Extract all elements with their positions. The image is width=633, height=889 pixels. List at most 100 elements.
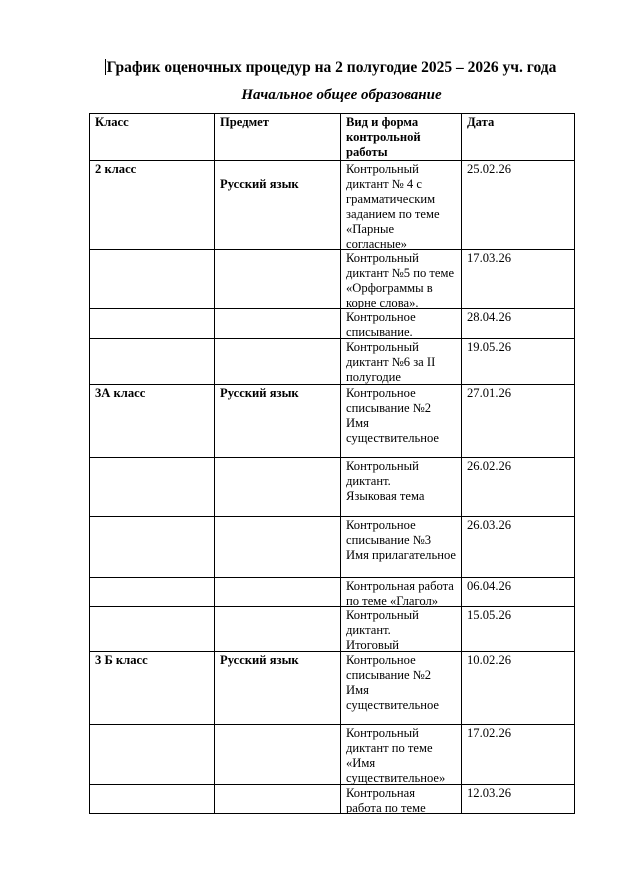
class-cell	[89, 606, 215, 652]
work-line: корне слова».	[346, 296, 419, 308]
work-line: диктант №5 по теме	[346, 266, 455, 280]
subject-cell: Русский язык	[214, 160, 341, 250]
date-cell: 19.05.26	[461, 338, 575, 385]
date-cell: 28.04.26	[461, 308, 575, 339]
work-line: заданием по теме	[346, 207, 440, 221]
header-work-line: контрольной	[346, 130, 421, 144]
document-subtitle: Начальное общее образование	[241, 87, 442, 103]
date-cell: 25.02.26	[461, 160, 575, 250]
work-line: существительное	[346, 698, 440, 712]
work-line: диктант.	[346, 623, 391, 637]
table-row: 3А класс Русский язык Контрольное списывани…	[89, 384, 575, 458]
date-cell: 12.03.26	[461, 784, 575, 814]
date-cell: 17.02.26	[461, 724, 575, 785]
work-line: диктант по теме	[346, 741, 433, 755]
table-row: Контрольное списывание. 28.04.26	[89, 308, 575, 339]
work-cell: Контрольное списывание №2 Имя существительн…	[340, 651, 462, 725]
subject-cell	[214, 577, 341, 607]
class-cell	[89, 784, 215, 814]
work-line: согласные»	[346, 237, 407, 249]
table-row: Контрольный диктант. Итоговый 15.05.26	[89, 606, 575, 652]
work-line: Итоговый	[346, 638, 400, 651]
work-line: Контрольное	[346, 518, 416, 532]
header-work-line: Вид и форма	[346, 115, 419, 129]
table-row: 3 Б класс Русский язык Контрольное списыван…	[89, 651, 575, 725]
class-cell	[89, 457, 215, 517]
class-cell: 3А класс	[89, 384, 215, 458]
work-cell: Контрольная работа по теме	[340, 784, 462, 814]
date-cell: 17.03.26	[461, 249, 575, 309]
work-line: Контрольный	[346, 459, 419, 473]
work-cell: Контрольный диктант № 4 с грамматическим за…	[340, 160, 462, 250]
work-line: Имя прилагательное	[346, 548, 456, 562]
subject-text: Русский язык	[220, 177, 299, 191]
work-line: списывание №3	[346, 533, 432, 547]
table-row: 2 класс Русский язык Контрольный диктант № …	[89, 160, 575, 250]
work-line: Контрольный	[346, 340, 419, 354]
work-line: диктант № 4 с	[346, 177, 422, 191]
subject-cell	[214, 249, 341, 309]
work-line: Имя	[346, 683, 369, 697]
subject-cell: Русский язык	[214, 384, 341, 458]
work-cell: Контрольное списывание №2 Имя существительн…	[340, 384, 462, 458]
work-line: существительное	[346, 431, 440, 445]
work-line: Контрольное	[346, 653, 416, 667]
class-cell	[89, 577, 215, 607]
work-line: грамматическим	[346, 192, 436, 206]
work-cell: Контрольное списывание.	[340, 308, 462, 339]
work-line: Языковая тема	[346, 489, 425, 503]
work-line: Контрольная	[346, 786, 416, 800]
schedule-table: Класс Предмет Вид и форма контрольной ра…	[89, 113, 575, 814]
class-cell	[89, 516, 215, 578]
work-line: Контрольное	[346, 310, 416, 324]
date-cell: 27.01.26	[461, 384, 575, 458]
table-row: Контрольная работа по теме «Глагол» 06.04.…	[89, 577, 575, 607]
work-line: Контрольная работа	[346, 579, 454, 593]
work-cell: Контрольный диктант. Итоговый	[340, 606, 462, 652]
work-line: Контрольный	[346, 608, 419, 622]
table-row: Контрольный диктант. Языковая тема 26.02.26	[89, 457, 575, 517]
work-line: диктант.	[346, 474, 391, 488]
table-row: Контрольный диктант №5 по теме «Орфограммы…	[89, 249, 575, 309]
work-cell: Контрольный диктант. Языковая тема	[340, 457, 462, 517]
work-line: «Парные	[346, 222, 395, 236]
work-line: Контрольный	[346, 162, 419, 176]
work-line: по теме «Глагол»	[346, 594, 439, 606]
subject-cell	[214, 606, 341, 652]
work-cell: Контрольный диктант по теме «Имя существите…	[340, 724, 462, 785]
work-line: списывание №2	[346, 401, 432, 415]
work-line: «Имя	[346, 756, 376, 770]
title-text: График оценочных процедур на 2 полугодие…	[106, 59, 557, 76]
work-line: Контрольный	[346, 726, 419, 740]
work-line: «Орфограммы в	[346, 281, 433, 295]
work-line: Контрольный	[346, 251, 419, 265]
work-cell: Контрольная работа по теме «Глагол»	[340, 577, 462, 607]
class-cell: 2 класс	[89, 160, 215, 250]
class-cell	[89, 724, 215, 785]
work-cell: Контрольный диктант №5 по теме «Орфограммы…	[340, 249, 462, 309]
subject-cell	[214, 457, 341, 517]
table-row: Контрольный диктант по теме «Имя существите…	[89, 724, 575, 785]
class-cell: 3 Б класс	[89, 651, 215, 725]
class-cell	[89, 338, 215, 385]
work-line: Контрольное	[346, 386, 416, 400]
table-header-row: Класс Предмет Вид и форма контрольной ра…	[89, 113, 575, 161]
date-cell: 26.03.26	[461, 516, 575, 578]
work-line: списывание №2	[346, 668, 432, 682]
subject-cell	[214, 724, 341, 785]
work-line: существительное»	[346, 771, 446, 784]
date-cell: 10.02.26	[461, 651, 575, 725]
subject-cell	[214, 784, 341, 814]
table-row: Контрольное списывание №3 Имя прилагательн…	[89, 516, 575, 578]
subject-text: Русский язык	[220, 386, 299, 400]
subject-text: Русский язык	[220, 653, 299, 667]
subject-cell	[214, 516, 341, 578]
work-line: диктант №6 за II	[346, 355, 436, 369]
subject-cell	[214, 338, 341, 385]
subject-cell	[214, 308, 341, 339]
date-cell: 26.02.26	[461, 457, 575, 517]
work-line: полугодие	[346, 370, 401, 384]
header-work-line: работы	[346, 145, 388, 159]
header-work: Вид и форма контрольной работы	[340, 113, 462, 161]
work-cell: Контрольный диктант №6 за II полугодие	[340, 338, 462, 385]
